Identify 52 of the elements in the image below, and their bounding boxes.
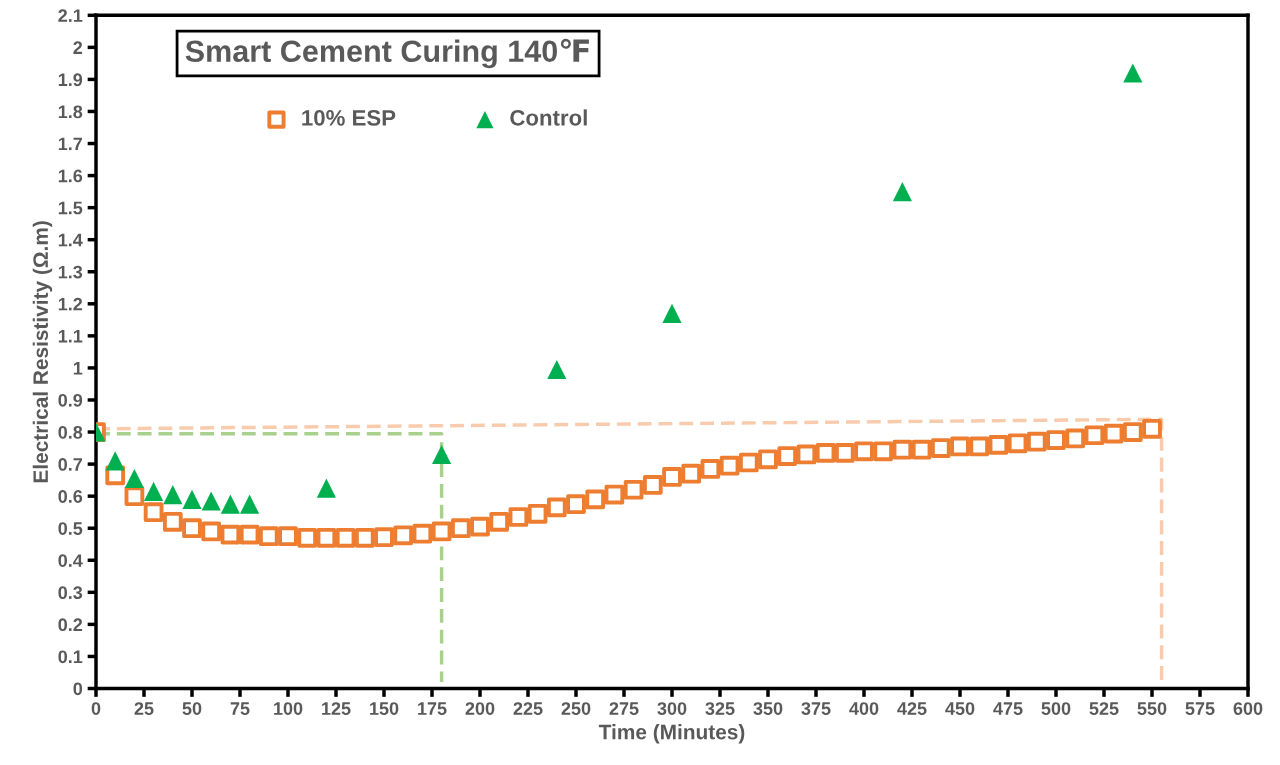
x-tick-label: 25 bbox=[134, 702, 154, 715]
x-tick-label: 250 bbox=[561, 702, 591, 715]
x-tick-label: 525 bbox=[1089, 702, 1119, 715]
y-tick-label: 2 bbox=[73, 41, 83, 54]
y-tick-label: 1.8 bbox=[58, 105, 83, 119]
x-tick-label: 450 bbox=[945, 702, 975, 715]
x-tick-label: 0 bbox=[91, 702, 101, 715]
x-tick-label: 75 bbox=[230, 702, 250, 715]
y-tick-label: 0.5 bbox=[58, 522, 83, 535]
y-tick-label: 1.7 bbox=[58, 137, 83, 151]
y-tick-label: 1.3 bbox=[58, 265, 83, 279]
x-tick-label: 50 bbox=[182, 702, 202, 715]
x-tick-label: 375 bbox=[801, 702, 831, 715]
y-tick-label: 1.4 bbox=[58, 233, 83, 247]
text: Smart Cement Curing 140℉ bbox=[185, 38, 589, 69]
y-tick-label: 0.1 bbox=[58, 650, 83, 664]
x-tick-label: 100 bbox=[274, 702, 303, 715]
x-tick-label: 500 bbox=[1041, 702, 1071, 715]
y-tick-label: 2.1 bbox=[58, 9, 83, 22]
y-tick-label: 0 bbox=[73, 682, 83, 696]
x-tick-label: 275 bbox=[609, 702, 639, 715]
y-tick-label: 0.2 bbox=[58, 618, 83, 632]
x-tick-label: 425 bbox=[897, 702, 927, 715]
x-tick-label: 125 bbox=[322, 702, 351, 715]
y-tick-label: 0.4 bbox=[58, 554, 83, 567]
x-tick-label: 600 bbox=[1233, 702, 1263, 715]
x-tick-label: 225 bbox=[513, 702, 543, 715]
x-tick-label: 575 bbox=[1185, 702, 1215, 715]
y-tick-label: 1.5 bbox=[58, 201, 83, 215]
y-tick-label: 0.7 bbox=[58, 458, 83, 471]
x-tick-label: 150 bbox=[370, 702, 399, 715]
x-tick-label: 325 bbox=[705, 702, 735, 715]
x-tick-label: 550 bbox=[1137, 702, 1167, 715]
y-tick-label: 1.2 bbox=[58, 297, 83, 311]
x-tick-label: 300 bbox=[657, 702, 687, 715]
x-tick-label: 200 bbox=[465, 702, 495, 715]
y-tick-label: 1.9 bbox=[58, 73, 83, 87]
y-tick-label: 0.8 bbox=[58, 425, 83, 439]
y-tick-label: 1 bbox=[73, 362, 83, 375]
y-tick-label: 0.6 bbox=[58, 490, 83, 503]
x-axis-title: Time (Minutes) bbox=[598, 724, 745, 744]
y-tick-label: 1.1 bbox=[58, 329, 83, 343]
y-tick-label: 0.3 bbox=[58, 586, 83, 600]
y-axis-title: Electrical Resistivity (Ω.m) bbox=[32, 221, 53, 483]
y-tick-label: 0.9 bbox=[58, 393, 83, 407]
x-tick-label: 475 bbox=[993, 702, 1023, 715]
x-tick-label: 400 bbox=[849, 702, 879, 715]
x-tick-label: 350 bbox=[753, 702, 783, 715]
y-tick-label: 1.6 bbox=[58, 169, 83, 183]
x-tick-label: 175 bbox=[418, 702, 447, 715]
legend-label: 10% ESP bbox=[302, 109, 396, 126]
legend-label: Control bbox=[510, 109, 587, 126]
